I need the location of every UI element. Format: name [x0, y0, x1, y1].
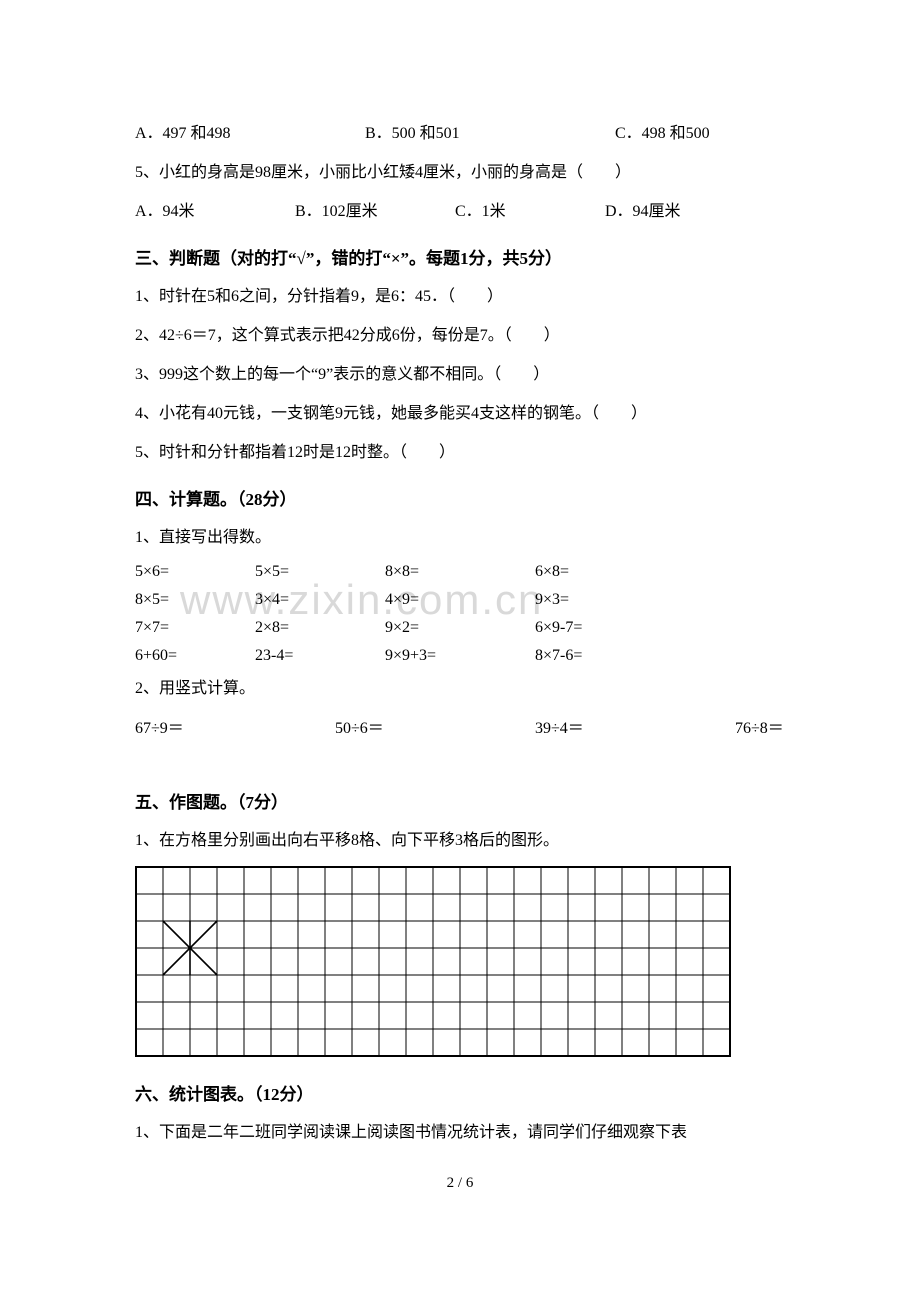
calc-3-4: 6×9-7=	[535, 619, 582, 637]
q4-opt-a: A．497 和498	[135, 120, 365, 147]
grid-figure	[135, 866, 785, 1062]
vert-4: 76÷8＝	[735, 714, 784, 738]
page-content: A．497 和498 B．500 和501 C．498 和500 5、小红的身高…	[135, 120, 785, 1146]
calc-row-2: 8×5= 3×4= 4×9= 9×3=	[135, 591, 785, 609]
sec5-sub1: 1、在方格里分别画出向右平移8格、向下平移3格后的图形。	[135, 827, 785, 854]
sec6-sub1: 1、下面是二年二班同学阅读课上阅读图书情况统计表，请同学们仔细观察下表	[135, 1119, 785, 1146]
calc-row-1: 5×6= 5×5= 8×8= 6×8=	[135, 563, 785, 581]
sec3-item-4: 4、小花有40元钱，一支钢笔9元钱，她最多能买4支这样的钢笔。（ ）	[135, 400, 785, 427]
calc-1-2: 5×5=	[255, 563, 385, 581]
calc-1-3: 8×8=	[385, 563, 535, 581]
q5-opt-b: B．102厘米	[295, 198, 455, 225]
q4-opt-b: B．500 和501	[365, 120, 615, 147]
q5-opt-d: D．94厘米	[605, 198, 681, 225]
q5-opt-a: A．94米	[135, 198, 295, 225]
section-4-heading: 四、计算题。（28分）	[135, 485, 785, 510]
section-3-heading: 三、判断题（对的打“√”，错的打“×”。每题1分，共5分）	[135, 244, 785, 269]
sec3-item-2: 2、42÷6＝7，这个算式表示把42分成6份，每份是7。（ ）	[135, 322, 785, 349]
calc-3-3: 9×2=	[385, 619, 535, 637]
sec4-sub1-label: 1、直接写出得数。	[135, 524, 785, 551]
sec4-sub2-label: 2、用竖式计算。	[135, 675, 785, 702]
q4-opt-c: C．498 和500	[615, 120, 710, 147]
calc-row-4: 6+60= 23-4= 9×9+3= 8×7-6=	[135, 647, 785, 665]
calc-2-2: 3×4=	[255, 591, 385, 609]
section-5-heading: 五、作图题。（7分）	[135, 788, 785, 813]
calc-1-4: 6×8=	[535, 563, 569, 581]
calc-4-1: 6+60=	[135, 647, 255, 665]
q4-options: A．497 和498 B．500 和501 C．498 和500	[135, 120, 785, 147]
q5-stem: 5、小红的身高是98厘米，小丽比小红矮4厘米，小丽的身高是（ ）	[135, 159, 785, 186]
q5-options: A．94米 B．102厘米 C．1米 D．94厘米	[135, 198, 785, 225]
calc-row-3: 7×7= 2×8= 9×2= 6×9-7=	[135, 619, 785, 637]
sec3-item-5: 5、时针和分针都指着12时是12时整。（ ）	[135, 439, 785, 466]
vert-2: 50÷6＝	[335, 714, 535, 738]
vert-3: 39÷4＝	[535, 714, 735, 738]
calc-4-3: 9×9+3=	[385, 647, 535, 665]
q5-opt-c: C．1米	[455, 198, 605, 225]
calc-3-1: 7×7=	[135, 619, 255, 637]
calc-4-2: 23-4=	[255, 647, 385, 665]
calc-2-1: 8×5=	[135, 591, 255, 609]
page-number: 2 / 6	[0, 1175, 920, 1192]
calc-1-1: 5×6=	[135, 563, 255, 581]
sec3-item-3: 3、999这个数上的每一个“9”表示的意义都不相同。（ ）	[135, 361, 785, 388]
sec3-item-1: 1、时针在5和6之间，分针指着9，是6：45．（ ）	[135, 283, 785, 310]
calc-4-4: 8×7-6=	[535, 647, 582, 665]
grid-svg	[135, 866, 731, 1057]
calc-2-4: 9×3=	[535, 591, 569, 609]
vertical-row: 67÷9＝ 50÷6＝ 39÷4＝ 76÷8＝	[135, 714, 785, 738]
calc-2-3: 4×9=	[385, 591, 535, 609]
calc-3-2: 2×8=	[255, 619, 385, 637]
vert-1: 67÷9＝	[135, 714, 335, 738]
section-6-heading: 六、统计图表。（12分）	[135, 1080, 785, 1105]
